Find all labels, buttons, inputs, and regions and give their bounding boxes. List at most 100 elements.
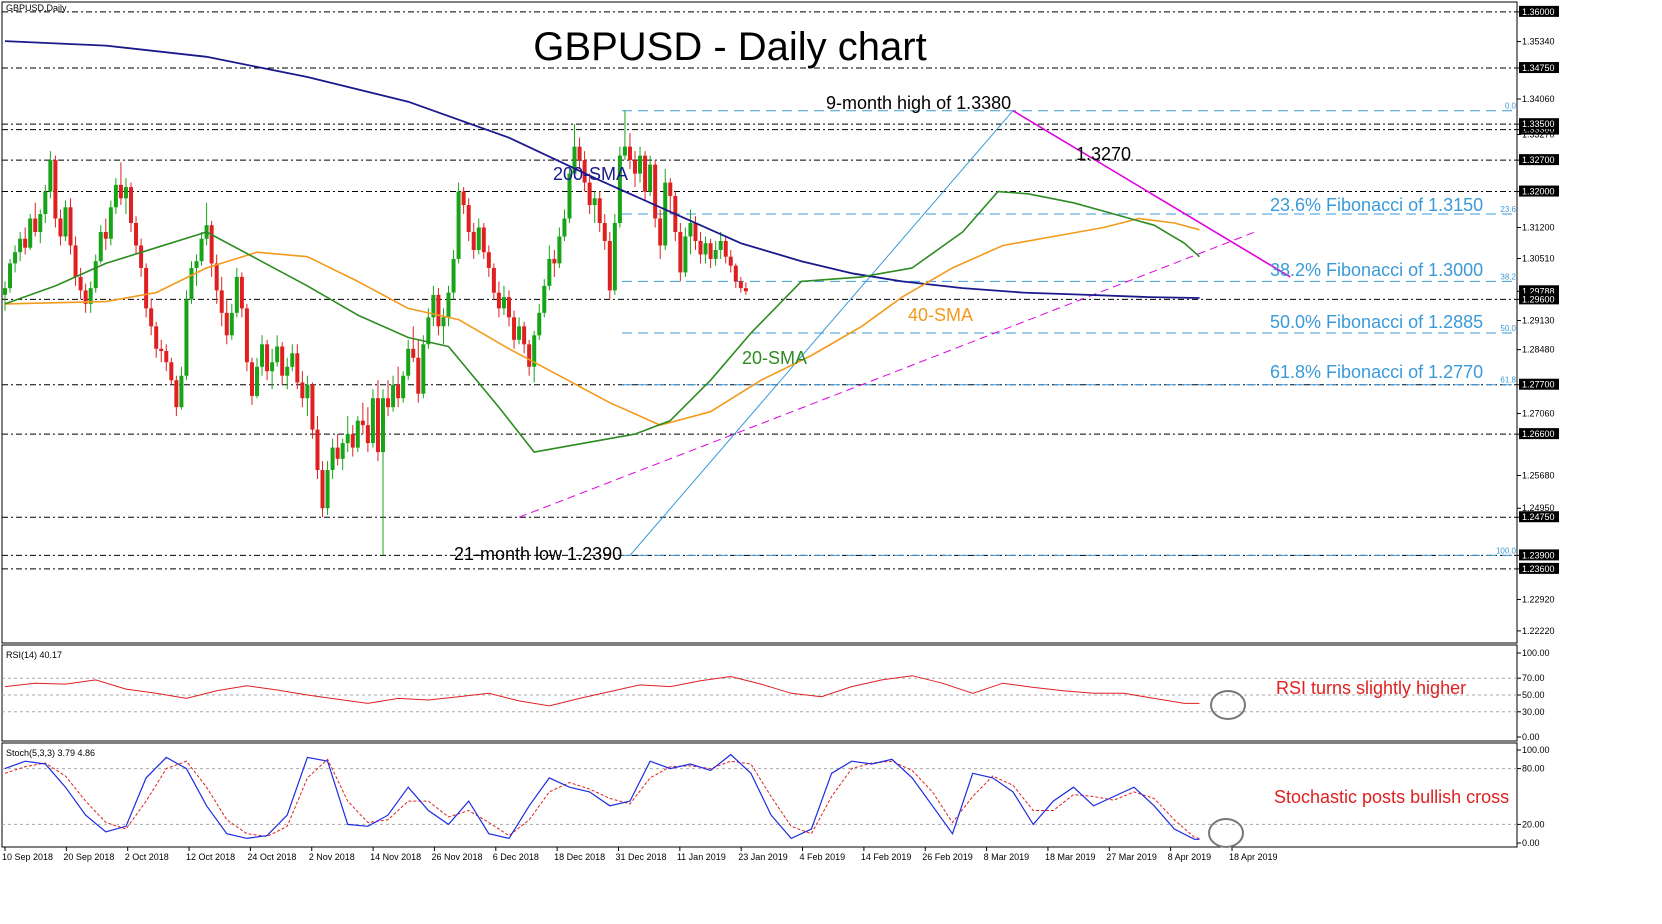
candle bbox=[335, 434, 340, 466]
candle bbox=[723, 236, 728, 264]
candle bbox=[396, 366, 401, 408]
candle bbox=[738, 276, 743, 293]
candle bbox=[607, 231, 612, 300]
osc-y-tick-label: 30.00 bbox=[1522, 707, 1545, 717]
candle-body bbox=[562, 218, 567, 237]
candle-body bbox=[260, 344, 265, 367]
candle bbox=[542, 279, 547, 318]
rsi-annotation: RSI turns slightly higher bbox=[1276, 678, 1466, 698]
candle bbox=[577, 137, 582, 170]
candle bbox=[587, 173, 592, 215]
x-tick-label: 31 Dec 2018 bbox=[616, 852, 667, 862]
candle bbox=[58, 209, 63, 246]
candle-body bbox=[325, 470, 330, 509]
y-tick-highlight bbox=[1519, 285, 1559, 297]
candle bbox=[391, 375, 396, 412]
annotation-fib-236: 23.6% Fibonacci of 1.3150 bbox=[1270, 195, 1483, 215]
candle bbox=[527, 339, 532, 376]
candle-body bbox=[103, 231, 108, 239]
candle bbox=[582, 151, 587, 192]
y-tick: 1.29130 bbox=[1517, 315, 1555, 325]
y-tick-highlight bbox=[1519, 185, 1559, 197]
candle bbox=[365, 407, 370, 453]
y-tick: 1.27060 bbox=[1517, 408, 1555, 418]
candle bbox=[370, 389, 375, 448]
candle bbox=[103, 218, 108, 250]
y-tick-label: 1.24750 bbox=[1522, 512, 1555, 522]
x-tick-label: 2 Nov 2018 bbox=[309, 852, 355, 862]
candle-body bbox=[83, 290, 88, 304]
candle-body bbox=[592, 198, 597, 206]
candle bbox=[249, 357, 254, 405]
candle-body bbox=[481, 227, 486, 253]
candle bbox=[471, 223, 476, 259]
y-tick-highlight bbox=[1519, 5, 1559, 17]
candle bbox=[315, 416, 320, 480]
candle-body bbox=[627, 146, 632, 161]
candle bbox=[517, 317, 522, 345]
candle-body bbox=[441, 317, 446, 327]
candle bbox=[693, 216, 698, 250]
fib-ratio-label: 0.0 bbox=[1505, 102, 1517, 111]
candle bbox=[118, 162, 123, 206]
candle bbox=[305, 375, 310, 417]
candle-body bbox=[18, 238, 23, 253]
candle-body bbox=[743, 288, 748, 292]
candle bbox=[638, 146, 643, 183]
candle bbox=[68, 198, 73, 255]
candle bbox=[18, 231, 23, 262]
candle-body bbox=[501, 297, 506, 309]
annotation-low: 21-month low 1.2390 bbox=[454, 544, 622, 564]
candle bbox=[668, 178, 673, 215]
x-tick-label: 26 Nov 2018 bbox=[431, 852, 482, 862]
candle-body bbox=[174, 380, 179, 408]
candle-body bbox=[320, 470, 325, 509]
candle bbox=[224, 299, 229, 345]
y-tick-label: 1.29600 bbox=[1522, 294, 1555, 304]
candle-body bbox=[693, 223, 698, 241]
candle-body bbox=[315, 429, 320, 471]
candle-body bbox=[3, 288, 7, 295]
candle-body bbox=[537, 312, 542, 336]
y-tick-label: 1.29130 bbox=[1522, 315, 1555, 325]
rsi-label: RSI(14) 40.17 bbox=[6, 650, 62, 660]
x-tick-label: 6 Dec 2018 bbox=[493, 852, 539, 862]
candle-body bbox=[154, 326, 159, 349]
candle-body bbox=[401, 375, 406, 399]
stoch-signal-line bbox=[4, 758, 1200, 839]
candle bbox=[13, 245, 18, 273]
candle bbox=[295, 344, 300, 390]
candle bbox=[622, 110, 627, 161]
candle bbox=[129, 182, 133, 232]
horizontal-levels bbox=[2, 11, 1517, 570]
candle bbox=[522, 321, 527, 354]
x-tick-label: 8 Apr 2019 bbox=[1168, 852, 1212, 862]
candle bbox=[653, 160, 658, 228]
candle bbox=[285, 357, 290, 390]
x-axis: 10 Sep 2018 20 Sep 2018 2 Oct 2018 12 Oct 2… bbox=[2, 847, 1278, 862]
candle bbox=[350, 425, 355, 457]
candle-body bbox=[602, 223, 607, 241]
candle bbox=[567, 169, 572, 224]
candle bbox=[552, 249, 557, 277]
candle-body bbox=[391, 384, 396, 408]
y-tick: 1.33500 bbox=[1517, 118, 1559, 130]
candle bbox=[113, 178, 118, 215]
candle bbox=[431, 285, 436, 327]
candle bbox=[199, 231, 204, 266]
candle bbox=[43, 184, 48, 224]
candle-body bbox=[527, 344, 532, 367]
y-tick-label: 1.23900 bbox=[1522, 550, 1555, 560]
sma-200-line bbox=[4, 40, 1200, 299]
candle bbox=[491, 263, 496, 300]
candle bbox=[658, 209, 663, 259]
y-tick-highlight bbox=[1519, 562, 1559, 574]
y-tick-label: 1.22220 bbox=[1522, 626, 1555, 636]
candle-body bbox=[295, 353, 300, 383]
candle bbox=[501, 285, 506, 316]
y-tick: 1.31200 bbox=[1517, 222, 1555, 232]
candle bbox=[512, 310, 517, 349]
candle bbox=[557, 227, 562, 268]
x-tick-label: 14 Feb 2019 bbox=[861, 852, 912, 862]
candle-body bbox=[275, 346, 280, 363]
